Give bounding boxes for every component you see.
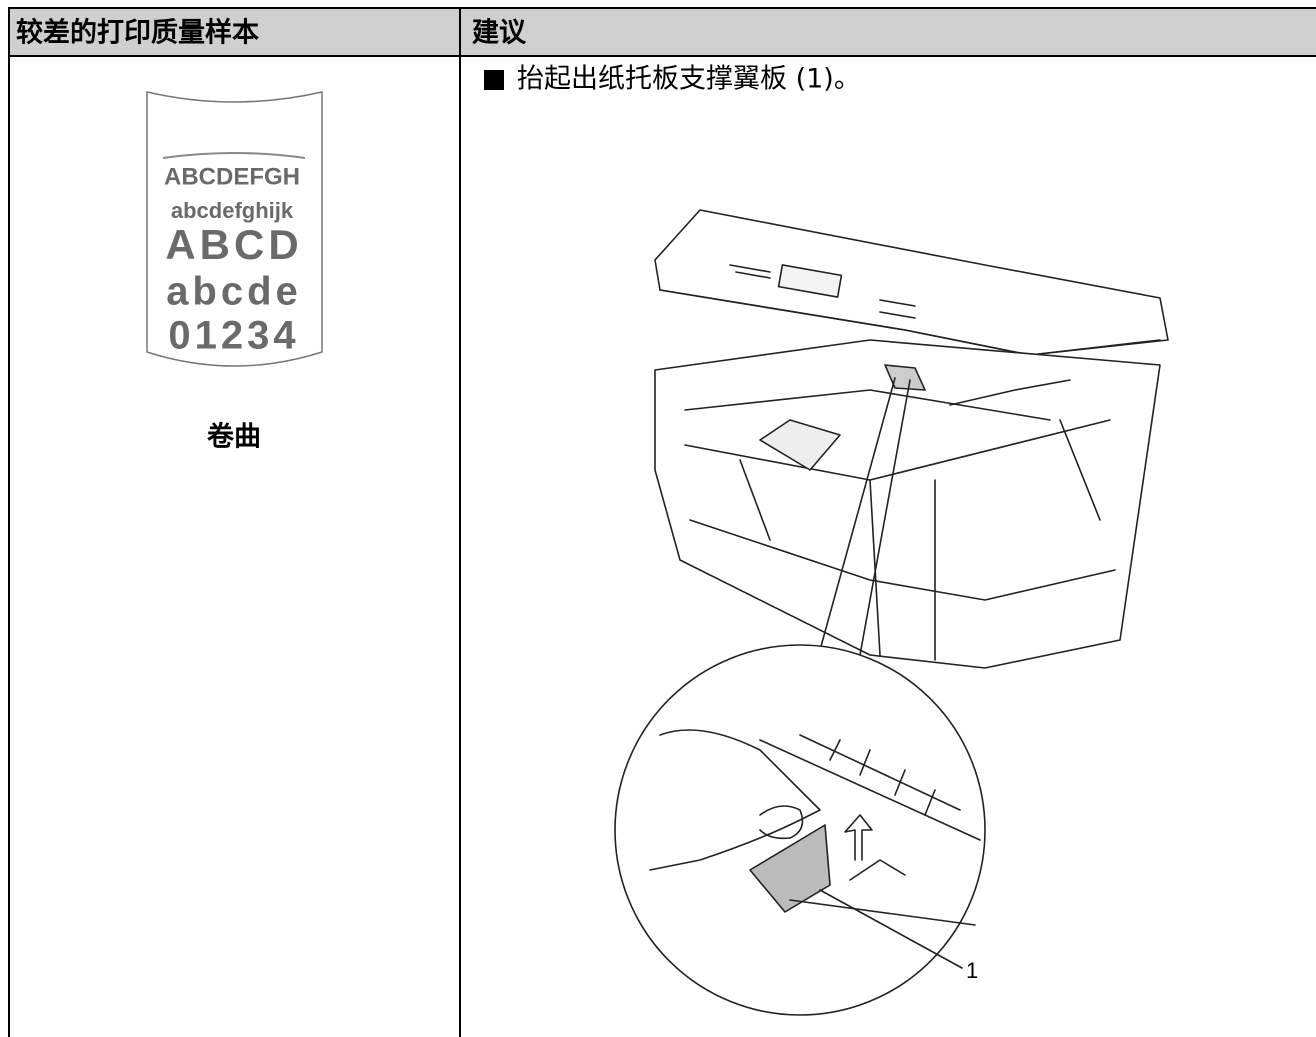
printer-illustration xyxy=(654,209,1169,669)
sample-label: 卷曲 xyxy=(207,422,261,453)
paper-line xyxy=(162,152,306,159)
sample-line: 01234 xyxy=(168,314,299,358)
sample-line: abcdefghijk xyxy=(171,198,294,223)
header-cell: 较差的打印质量样本 xyxy=(16,17,259,49)
sample-line: abcde xyxy=(166,270,302,314)
header-cell: 建议 xyxy=(472,18,527,49)
sample-line: ABCDEFGH xyxy=(164,163,300,190)
paper-sample xyxy=(146,91,323,367)
callout-label: 1 xyxy=(966,958,978,983)
callout xyxy=(614,377,986,1016)
sample-line: ABCD xyxy=(165,221,302,268)
instruction: 抬起出纸托板支撑翼板 (1)。 xyxy=(517,64,861,95)
header-row xyxy=(8,8,1316,56)
bullet xyxy=(484,70,504,90)
table-lines xyxy=(8,7,1316,1037)
